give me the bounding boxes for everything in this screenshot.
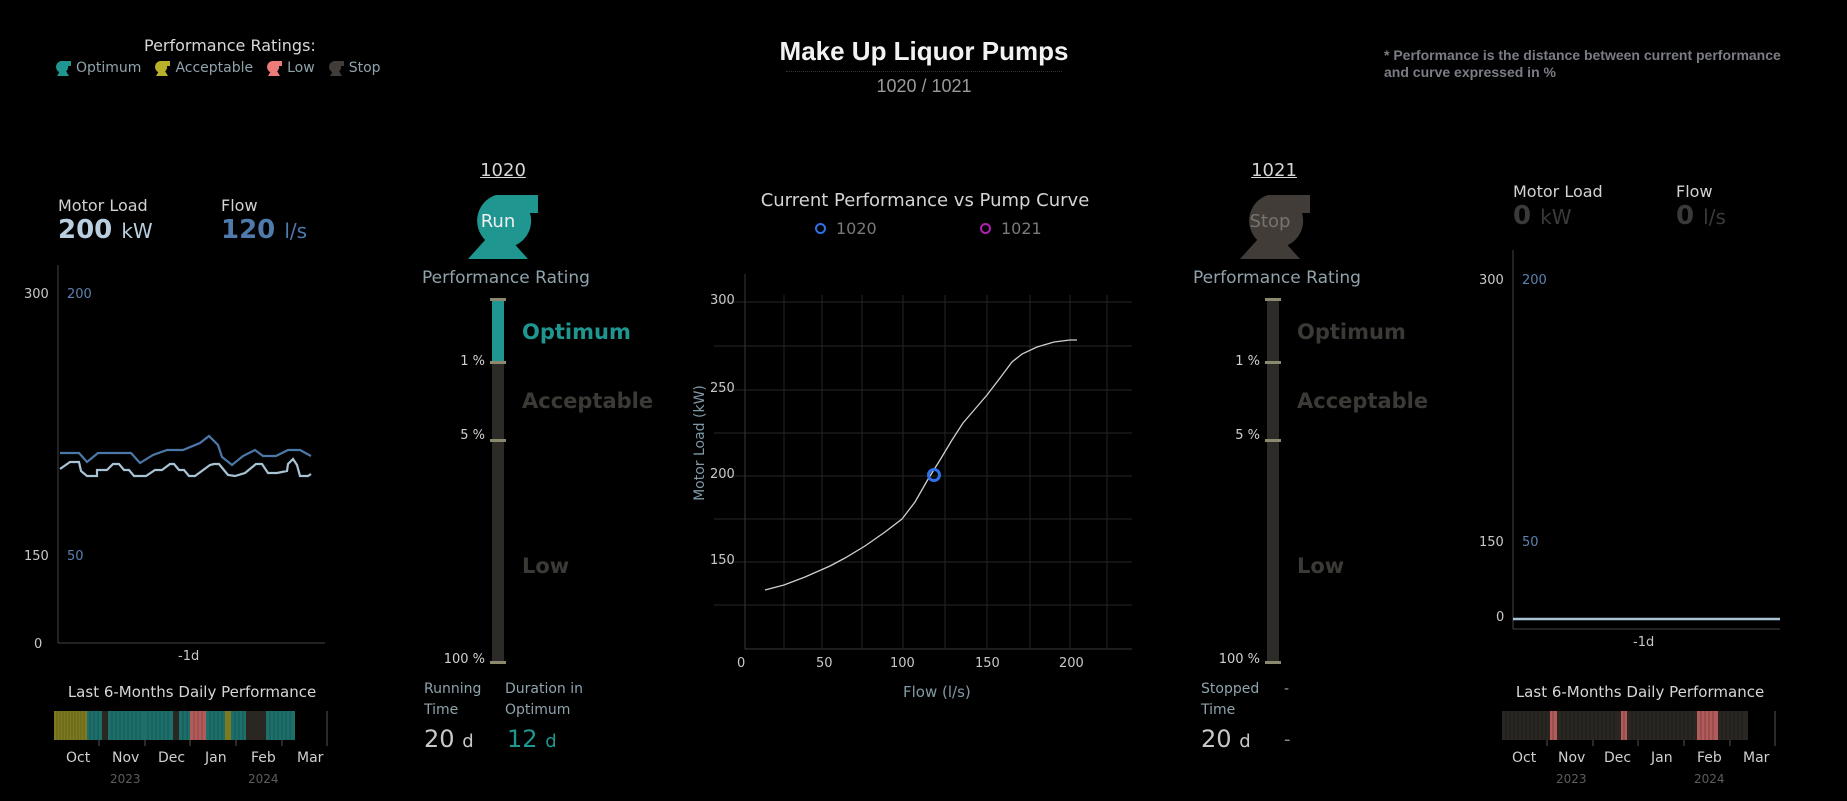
pump-1020-flow: Flow 120 l/s — [221, 196, 307, 245]
pump-1021-kpis: Motor Load 0 kW — [1513, 182, 1603, 231]
rating-optimum: Optimum — [1297, 320, 1406, 344]
history-title: Last 6-Months Daily Performance — [1515, 683, 1765, 701]
rating-optimum: Optimum — [522, 320, 631, 344]
status-label: Run — [480, 211, 516, 232]
motor-load-value: 0 kW — [1513, 201, 1572, 231]
history-strip — [1502, 711, 1776, 746]
legend-item-optimum: Optimum — [54, 59, 141, 77]
pump-1021-status-icon: Stop — [1238, 193, 1312, 259]
pump-icon — [267, 60, 283, 76]
footnote: * Performance is the distance between cu… — [1384, 47, 1781, 80]
status-label: Stop — [1249, 211, 1291, 232]
legend-item-low: Low — [265, 59, 315, 77]
rating-acceptable: Acceptable — [522, 389, 654, 413]
motor-load-label: Motor Load — [1513, 182, 1603, 201]
pump-1021-id[interactable]: 1021 — [1251, 160, 1297, 181]
legend-1021[interactable]: 1021 — [980, 219, 1042, 238]
performance-rating-title: Performance Rating — [1193, 268, 1361, 288]
flow-label: Flow — [1676, 182, 1713, 201]
pump-curve-chart: 300 250 200 150 0 50 100 150 200 Flow (l… — [692, 274, 1132, 701]
pump-icon — [56, 60, 71, 76]
rating-acceptable: Acceptable — [1297, 389, 1429, 413]
performance-rating-title: Performance Rating — [422, 268, 590, 288]
page-title: Make Up Liquor Pumps — [779, 36, 1069, 66]
circle-icon — [815, 223, 826, 234]
pump-1020-trend-chart: 300 150 0 200 50 -1d — [0, 265, 340, 665]
pump-icon — [328, 60, 344, 76]
pump-1020-status-icon: Run — [466, 193, 540, 259]
duration-optimum-stat: Duration in Optimum 12 d — [505, 681, 584, 753]
pump-1021-flow: Flow 0 l/s — [1676, 182, 1726, 231]
pump-icon — [155, 60, 171, 76]
motor-load-label: Motor Load — [58, 196, 148, 215]
legend-title: Performance Ratings: — [144, 36, 316, 55]
pump-1021-history: Last 6-Months Daily Performance Oct Nov … — [1502, 683, 1792, 786]
pump-1020-rating-gauge: 1 % 5 % 100 % Optimum Acceptable Low — [440, 298, 660, 668]
legend-item-stop: Stop — [327, 59, 381, 77]
gauge-active-segment — [492, 300, 504, 362]
x-axis-label: Flow (l/s) — [903, 683, 971, 701]
flow-value: 120 l/s — [221, 215, 308, 245]
legend-item-acceptable: Acceptable — [153, 59, 253, 77]
pump-curve-legend: 1020 1021 — [815, 219, 1042, 238]
pump-curve-title: Current Performance vs Pump Curve — [760, 190, 1090, 211]
stopped-time-stat: Stopped Time 20 d — [1201, 681, 1260, 753]
circle-icon — [980, 223, 991, 234]
duration-stat-empty: - - — [1284, 681, 1291, 750]
history-strip — [54, 711, 328, 746]
motor-load-value: 200 kW — [58, 215, 153, 245]
pump-1020-history: Last 6-Months Daily Performance Oct Nov … — [54, 683, 344, 786]
y-axis-label: Motor Load (kW) — [692, 385, 708, 501]
pump-1021-rating-gauge: 1 % 5 % 100 % Optimum Acceptable Low — [1211, 298, 1431, 668]
running-time-stat: Running Time 20 d — [424, 681, 482, 753]
pump-1021-trend-chart: 300 150 0 200 50 -1d — [1479, 250, 1780, 650]
page-header: Make Up Liquor Pumps 1020 / 1021 — [774, 36, 1074, 97]
performance-ratings-legend: Performance Ratings: Optimum Acceptable … — [54, 36, 394, 77]
history-title: Last 6-Months Daily Performance — [67, 683, 317, 701]
rating-low: Low — [522, 554, 570, 578]
flow-label: Flow — [221, 196, 258, 215]
page-subtitle: 1020 / 1021 — [876, 76, 972, 96]
rating-low: Low — [1297, 554, 1345, 578]
pump-1020-id[interactable]: 1020 — [480, 160, 526, 181]
flow-value: 0 l/s — [1676, 201, 1726, 231]
legend-1020[interactable]: 1020 — [815, 219, 980, 238]
pump-1020-kpis: Motor Load 200 kW — [58, 196, 153, 245]
